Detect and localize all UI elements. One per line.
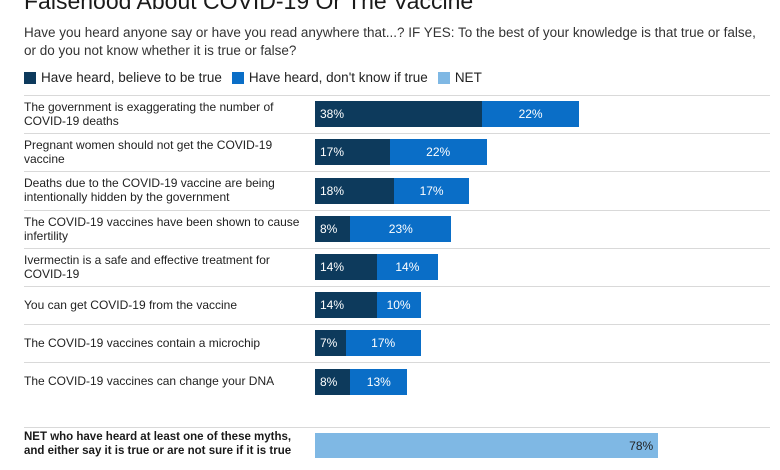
row-divider (24, 247, 770, 249)
bar-value-label: 22% (518, 107, 543, 122)
legend-label-dontknow: Have heard, don't know if true (248, 70, 428, 85)
bar-segment-believe: 14% (315, 292, 377, 319)
net-divider (24, 427, 770, 428)
bar-segment-believe: 18% (315, 177, 395, 204)
bar-segment-dontknow: 13% (350, 368, 408, 395)
category-label: The COVID-19 vaccines contain a microchi… (24, 336, 261, 351)
bar-value-label: 8% (320, 221, 338, 236)
legend-label-net: NET (454, 70, 482, 85)
legend-swatch-net (437, 71, 450, 84)
row-divider (24, 95, 770, 96)
net-value-label: 78% (629, 438, 654, 453)
chart-title: Falsehood About COVID-19 Or The Vaccine (24, 0, 474, 14)
category-label: The COVID-19 vaccines have been shown to… (24, 214, 300, 243)
legend-swatch-dontknow (231, 71, 244, 84)
bar-value-label: 14% (320, 259, 345, 274)
bar-value-label: 13% (366, 374, 391, 389)
bar-segment-believe: 8% (315, 215, 351, 242)
bar-value-label: 17% (419, 183, 444, 198)
legend: Have heard, believe to be true Have hear… (24, 70, 492, 85)
legend-item-believe: Have heard, believe to be true (24, 70, 222, 85)
legend-item-net: NET (437, 70, 482, 85)
row-divider (24, 324, 770, 326)
bar-value-label: 17% (320, 145, 345, 160)
legend-swatch-believe (24, 71, 36, 84)
row-divider (24, 171, 770, 173)
category-label: Ivermectin is a safe and effective treat… (24, 252, 270, 281)
row-divider (24, 362, 770, 364)
bar-value-label: 38% (320, 107, 345, 122)
category-label: Deaths due to the COVID-19 vaccine are b… (24, 176, 275, 205)
bar-segment-believe: 14% (315, 253, 377, 280)
category-label: You can get COVID-19 from the vaccine (24, 298, 237, 313)
bar-value-label: 14% (395, 259, 420, 274)
bar-segment-dontknow: 10% (376, 292, 421, 319)
bar-segment-dontknow: 14% (376, 253, 439, 280)
legend-item-dontknow: Have heard, don't know if true (231, 70, 428, 85)
bar-value-label: 23% (388, 221, 413, 236)
bar-segment-believe: 8% (315, 368, 351, 395)
bar-segment-dontknow: 23% (350, 215, 452, 242)
bar-segment-dontknow: 17% (394, 177, 469, 204)
bar-segment-dontknow: 22% (482, 101, 579, 128)
row-divider (24, 209, 770, 211)
category-label: Pregnant women should not get the COVID-… (24, 138, 273, 167)
bar-value-label: 8% (320, 374, 338, 389)
bar-segment-believe: 38% (315, 101, 483, 128)
bar-value-label: 10% (386, 298, 411, 313)
bar-segment-believe: 7% (315, 330, 346, 357)
legend-label-believe: Have heard, believe to be true (41, 70, 222, 85)
net-label: NET who have heard at least one of these… (24, 431, 292, 457)
bar-segment-dontknow: 17% (345, 330, 421, 357)
bar-segment-dontknow: 22% (389, 139, 487, 166)
bar-value-label: 17% (371, 336, 396, 351)
bar-value-label: 7% (320, 336, 338, 351)
bar-value-label: 18% (320, 183, 345, 198)
chart-subtitle: Have you heard anyone say or have you re… (24, 25, 756, 58)
bar-value-label: 14% (320, 298, 345, 313)
net-bar: 78% (315, 433, 659, 458)
bar-segment-believe: 17% (315, 139, 390, 166)
category-label: The government is exaggerating the numbe… (24, 100, 274, 129)
row-divider (24, 133, 770, 135)
bar-value-label: 22% (426, 145, 451, 160)
row-divider (24, 286, 770, 287)
category-label: The COVID-19 vaccines can change your DN… (24, 374, 275, 389)
